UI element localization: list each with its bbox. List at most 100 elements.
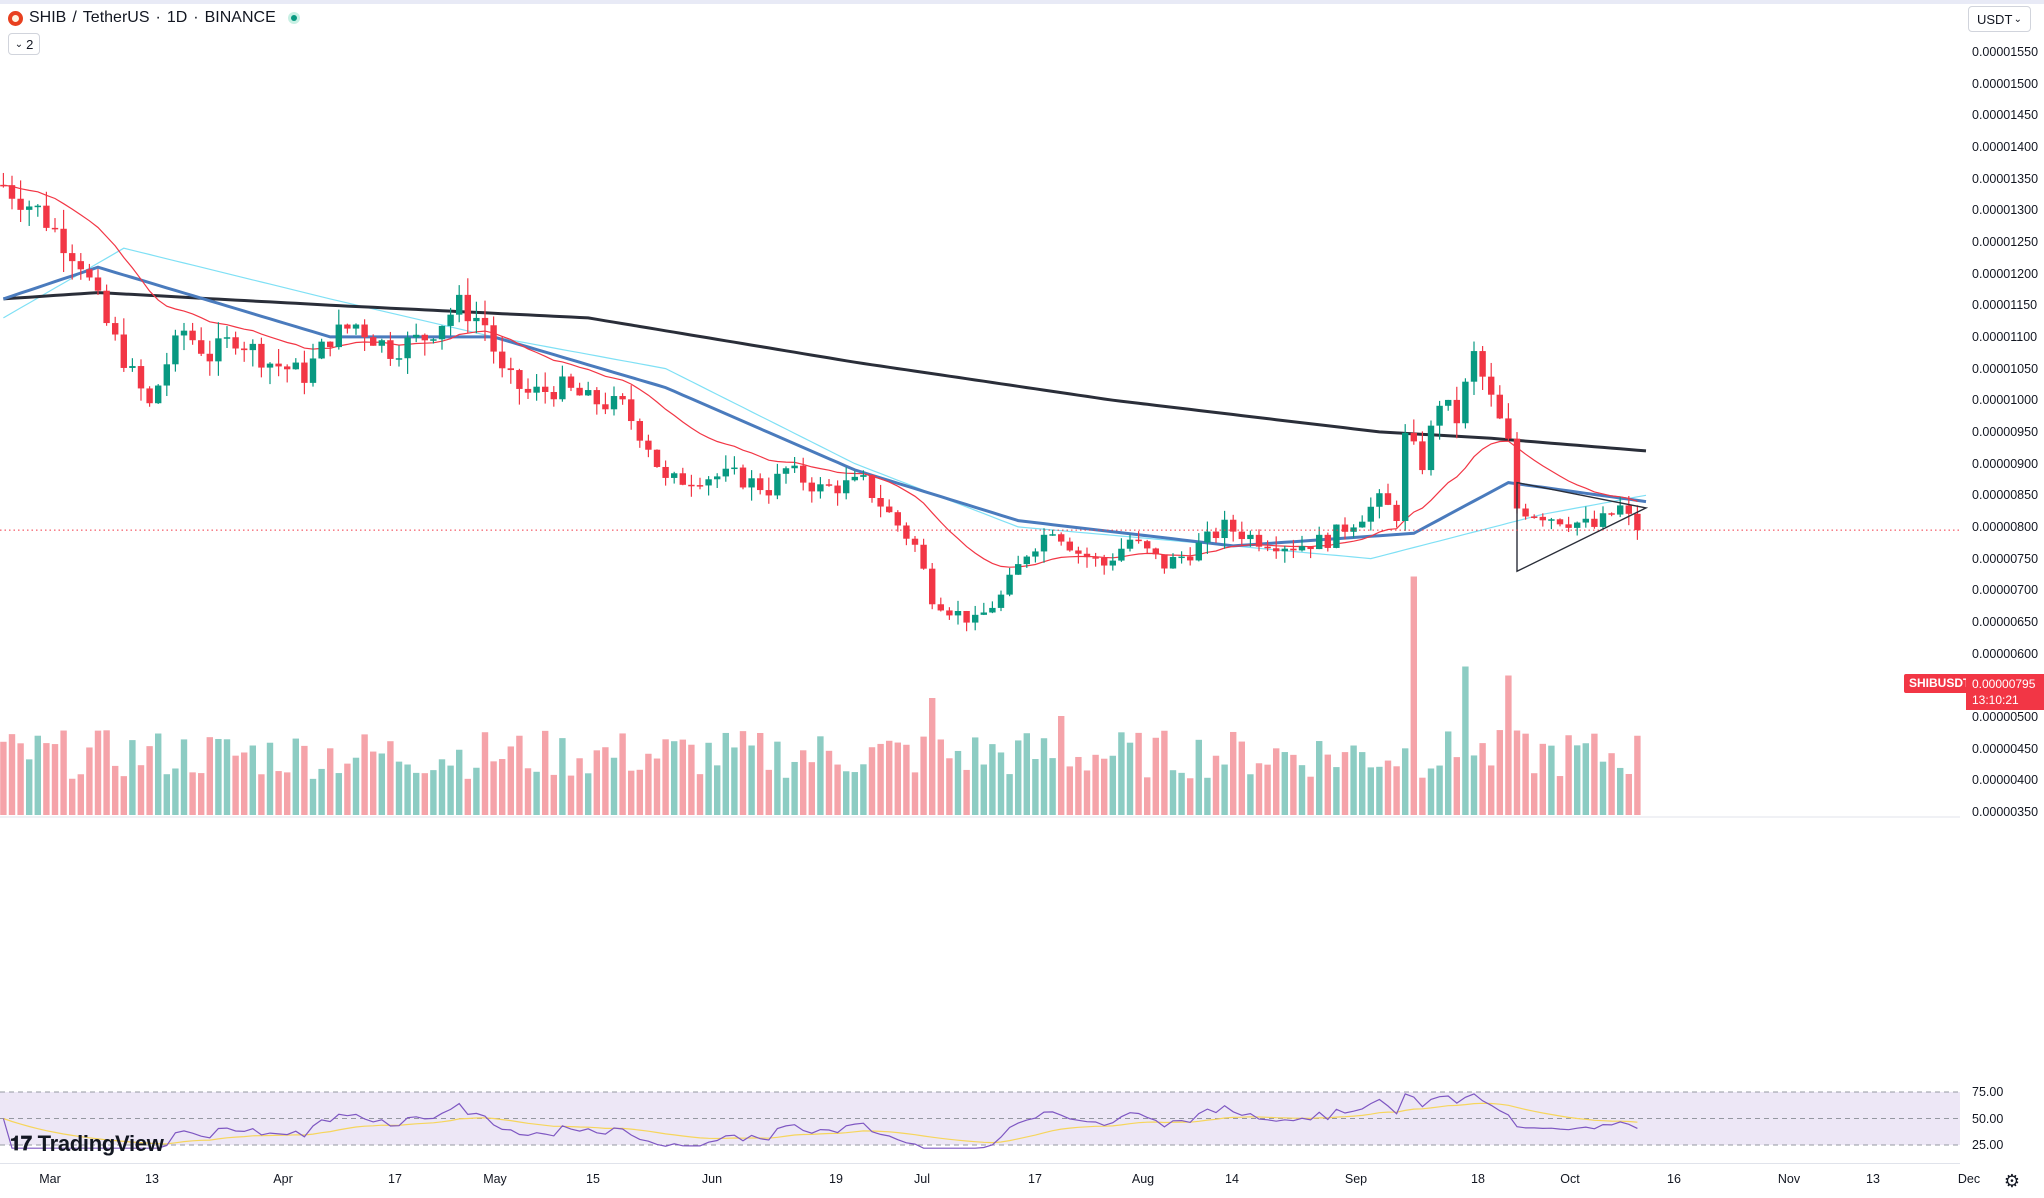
shib-logo-icon <box>8 10 23 26</box>
gear-icon[interactable]: ⚙ <box>2003 1170 2021 1191</box>
volume-bar <box>1178 772 1185 815</box>
candle-body <box>696 485 704 487</box>
indicators-count: 2 <box>26 36 34 52</box>
volume-bar <box>43 743 50 815</box>
currency-select[interactable]: USDT ⌄ <box>1968 6 2031 32</box>
price-tick-label: 0.00000400 <box>1972 773 2039 788</box>
candle-body <box>1212 531 1220 539</box>
symbol-title[interactable]: SHIB / TetherUS · 1D · BINANCE <box>8 9 300 27</box>
volume-bar <box>1548 745 1555 815</box>
volume-bar <box>1298 765 1306 815</box>
volume-bar <box>722 732 729 815</box>
candle-body <box>774 473 781 496</box>
candle-body <box>628 399 635 422</box>
candle-body <box>817 484 824 492</box>
volume-bar <box>765 769 772 815</box>
candle-body <box>825 484 833 486</box>
candle-body <box>963 611 970 623</box>
volume-bar <box>1479 743 1486 815</box>
candle-body <box>1221 519 1228 539</box>
candle-body <box>782 468 790 474</box>
candle-body <box>1599 513 1607 527</box>
volume-bar <box>1075 756 1082 815</box>
volume-bar <box>1152 737 1159 815</box>
volume-bar <box>198 773 205 815</box>
rsi-ma-line <box>3 1102 1638 1145</box>
volume-bar <box>1359 752 1366 815</box>
volume-bar <box>1161 730 1168 815</box>
volume-bar <box>1126 742 1134 815</box>
candle-body <box>937 604 944 611</box>
volume-bar <box>1212 755 1220 815</box>
candle-body <box>370 337 377 346</box>
volume-bar <box>954 750 962 815</box>
candle-body <box>318 341 325 359</box>
volume-bar <box>1015 740 1022 815</box>
candle-body <box>688 484 695 487</box>
volume-bar <box>1617 767 1624 815</box>
candle-body <box>679 473 686 485</box>
volume-bar <box>860 764 867 815</box>
time-tick-label: 17 <box>388 1172 402 1186</box>
volume-bar <box>1591 733 1598 815</box>
candle-body <box>1135 539 1142 542</box>
candle-body <box>155 385 162 404</box>
candle-body <box>1006 574 1013 595</box>
candle-body <box>1178 556 1185 559</box>
volume-bar <box>1462 666 1469 815</box>
candle-body <box>868 475 876 499</box>
volume-bar <box>180 739 188 815</box>
candle-body <box>524 388 532 393</box>
volume-bar <box>1058 716 1065 815</box>
volume-bar <box>1393 766 1400 815</box>
candle-body <box>215 338 222 362</box>
rsi-tick-label: 75.00 <box>1972 1085 2004 1099</box>
candle-body <box>1410 432 1417 442</box>
price-tick-label: 0.00000950 <box>1972 424 2039 439</box>
candle-body <box>120 334 127 368</box>
ema-20-line <box>3 184 1638 568</box>
indicators-toggle-button[interactable]: ⌄ 2 <box>8 33 40 55</box>
candle-body <box>800 465 807 483</box>
volume-bar <box>808 762 815 815</box>
volume-bar <box>34 735 41 815</box>
candle-body <box>1204 531 1211 543</box>
volume-bar <box>963 769 970 815</box>
candle-body <box>1144 541 1151 549</box>
candle-body <box>69 253 76 262</box>
tradingview-logo[interactable]: 𝟏𝟕 TradingView <box>10 1131 164 1157</box>
candle-body <box>249 343 256 351</box>
candle-body <box>1591 518 1598 527</box>
rsi-line <box>2 1093 1638 1149</box>
candle-body <box>275 363 282 367</box>
candle-body <box>43 205 50 228</box>
price-tick-label: 0.00000500 <box>1972 709 2039 724</box>
volume-bar <box>1453 757 1460 815</box>
candle-body <box>980 612 987 615</box>
volume-bar <box>1488 765 1495 815</box>
volume-bar <box>671 741 678 815</box>
volume-bar <box>464 778 471 815</box>
volume-bar <box>206 737 213 815</box>
price-tick-label: 0.00001500 <box>1972 76 2039 91</box>
candle-body <box>929 568 936 605</box>
volume-bar <box>1316 741 1323 815</box>
candle-body <box>8 185 16 199</box>
volume-bar <box>1247 774 1254 815</box>
candle-body <box>791 465 798 469</box>
volume-bar <box>17 743 24 815</box>
candle-body <box>284 366 291 370</box>
candle-body <box>0 184 7 187</box>
volume-bar <box>258 774 265 815</box>
price-tick-label: 0.00000700 <box>1972 583 2039 598</box>
candle-body <box>1083 553 1091 558</box>
candle-body <box>1531 516 1538 518</box>
price-tick-label: 0.00000900 <box>1972 456 2039 471</box>
top-border <box>0 0 2044 4</box>
volume-bar <box>309 778 317 815</box>
price-tick-label: 0.00001050 <box>1972 361 2039 376</box>
symbol-name: SHIB <box>29 9 67 26</box>
candle-body <box>1539 516 1546 521</box>
candle-body <box>1255 534 1263 547</box>
